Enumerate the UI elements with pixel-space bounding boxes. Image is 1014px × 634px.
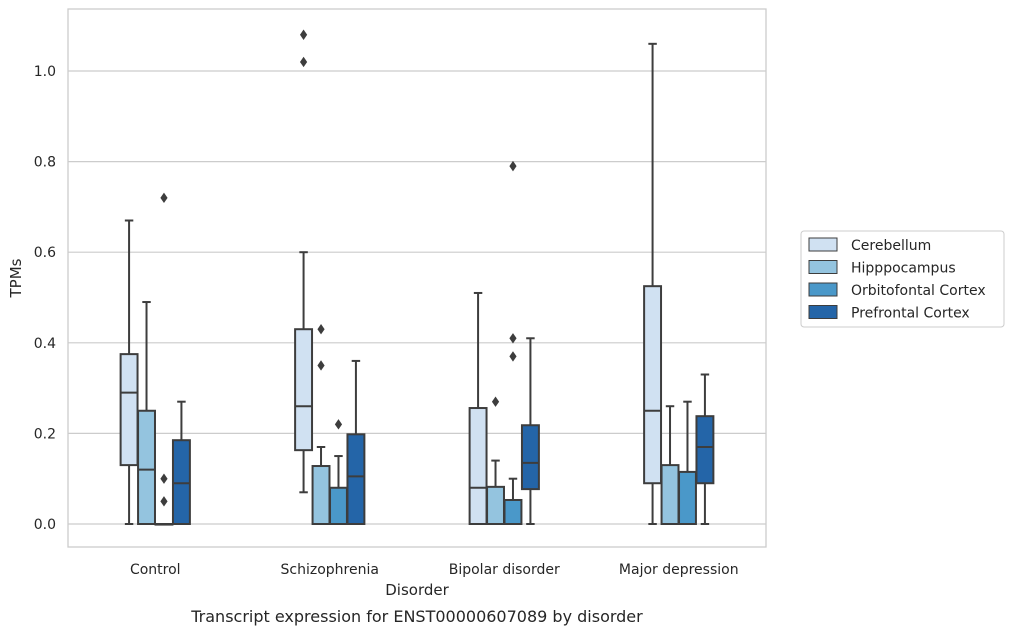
box-orbitofontal-cortex-schizophrenia: [329, 419, 348, 526]
outlier-point: [317, 360, 325, 371]
box-cerebellum-control: [119, 219, 139, 525]
box-iqr: [486, 485, 505, 526]
box-hipppocampus-schizophrenia: [311, 324, 331, 525]
boxes: [119, 29, 715, 526]
legend-label-orbitofontal-cortex: Orbitofontal Cortex: [851, 283, 986, 299]
y-tick-label: 1.0: [34, 64, 56, 80]
plot-frame: [67, 8, 767, 548]
outlier-point: [509, 333, 517, 344]
legend-label-hipppocampus: Hipppocampus: [851, 261, 956, 277]
legend: Cerebellum Hipppocampus Orbitofontal Corte…: [800, 230, 1005, 328]
box-prefrontal-cortex-control: [171, 400, 191, 526]
box-prefrontal-cortex-major-depression: [695, 373, 715, 525]
outlier-point: [299, 56, 308, 68]
outlier-point: [334, 419, 343, 430]
box-hipppocampus-bipolar-disorder: [486, 396, 505, 526]
box-iqr: [119, 353, 139, 467]
legend-frame: [800, 230, 1005, 328]
x-tick-labels: Control Schizophrenia Bipolar disorder Majo…: [130, 562, 739, 578]
box-iqr: [643, 285, 663, 485]
box-cerebellum-schizophrenia: [294, 29, 314, 494]
legend-swatch-orbitofontal-cortex: [808, 282, 838, 297]
box-iqr: [660, 464, 680, 525]
box-iqr: [520, 424, 540, 491]
box-iqr: [678, 470, 697, 525]
box-orbitofontal-cortex-control: [154, 192, 174, 526]
outlier-point: [491, 396, 500, 407]
y-tick-label: 0.4: [34, 336, 56, 352]
box-iqr: [311, 465, 331, 525]
y-axis-label: TPMs: [7, 258, 25, 298]
box-iqr: [468, 407, 488, 526]
box-iqr: [329, 486, 348, 526]
box-hipppocampus-control: [137, 301, 156, 525]
outlier-point: [299, 29, 308, 40]
y-tick-label: 0.2: [34, 426, 56, 442]
box-hipppocampus-major-depression: [660, 405, 680, 525]
x-tick-label-schizophrenia: Schizophrenia: [281, 562, 379, 578]
y-tick-label: 0.6: [34, 245, 56, 261]
legend-swatch-cerebellum: [808, 237, 838, 252]
box-cerebellum-major-depression: [643, 42, 663, 525]
legend-label-prefrontal-cortex: Prefrontal Cortex: [851, 306, 970, 322]
legend-label-cerebellum: Cerebellum: [851, 238, 931, 254]
y-tick-label: 0.8: [34, 155, 56, 171]
box-iqr: [346, 433, 366, 525]
box-prefrontal-cortex-bipolar-disorder: [520, 337, 540, 525]
y-tick-labels: 0.0 0.2 0.4 0.6 0.8 1.0: [34, 64, 56, 533]
outlier-point: [160, 496, 168, 507]
box-orbitofontal-cortex-bipolar-disorder: [503, 160, 523, 525]
box-orbitofontal-cortex-major-depression: [678, 400, 697, 525]
legend-swatch-hipppocampus: [808, 260, 838, 274]
box-iqr: [294, 328, 314, 452]
x-tick-label-bipolar-disorder: Bipolar disorder: [449, 562, 560, 578]
box-iqr: [503, 498, 523, 525]
outlier-point: [509, 351, 517, 362]
x-axis-label: Disorder: [385, 581, 449, 599]
chart-caption: Transcript expression for ENST0000060708…: [190, 607, 643, 626]
box-iqr: [171, 439, 191, 526]
outlier-point: [317, 324, 325, 335]
outlier-point: [160, 192, 168, 204]
x-tick-label-major-depression: Major depression: [619, 562, 739, 578]
box-cerebellum-bipolar-disorder: [468, 291, 488, 526]
box-prefrontal-cortex-schizophrenia: [346, 359, 366, 525]
x-tick-label-control: Control: [130, 562, 181, 578]
legend-swatch-prefrontal-cortex: [808, 305, 838, 319]
box-iqr: [137, 409, 156, 525]
y-tick-label: 0.0: [34, 517, 56, 533]
outlier-point: [160, 473, 168, 484]
outlier-point: [509, 160, 517, 172]
box-iqr: [695, 415, 715, 485]
